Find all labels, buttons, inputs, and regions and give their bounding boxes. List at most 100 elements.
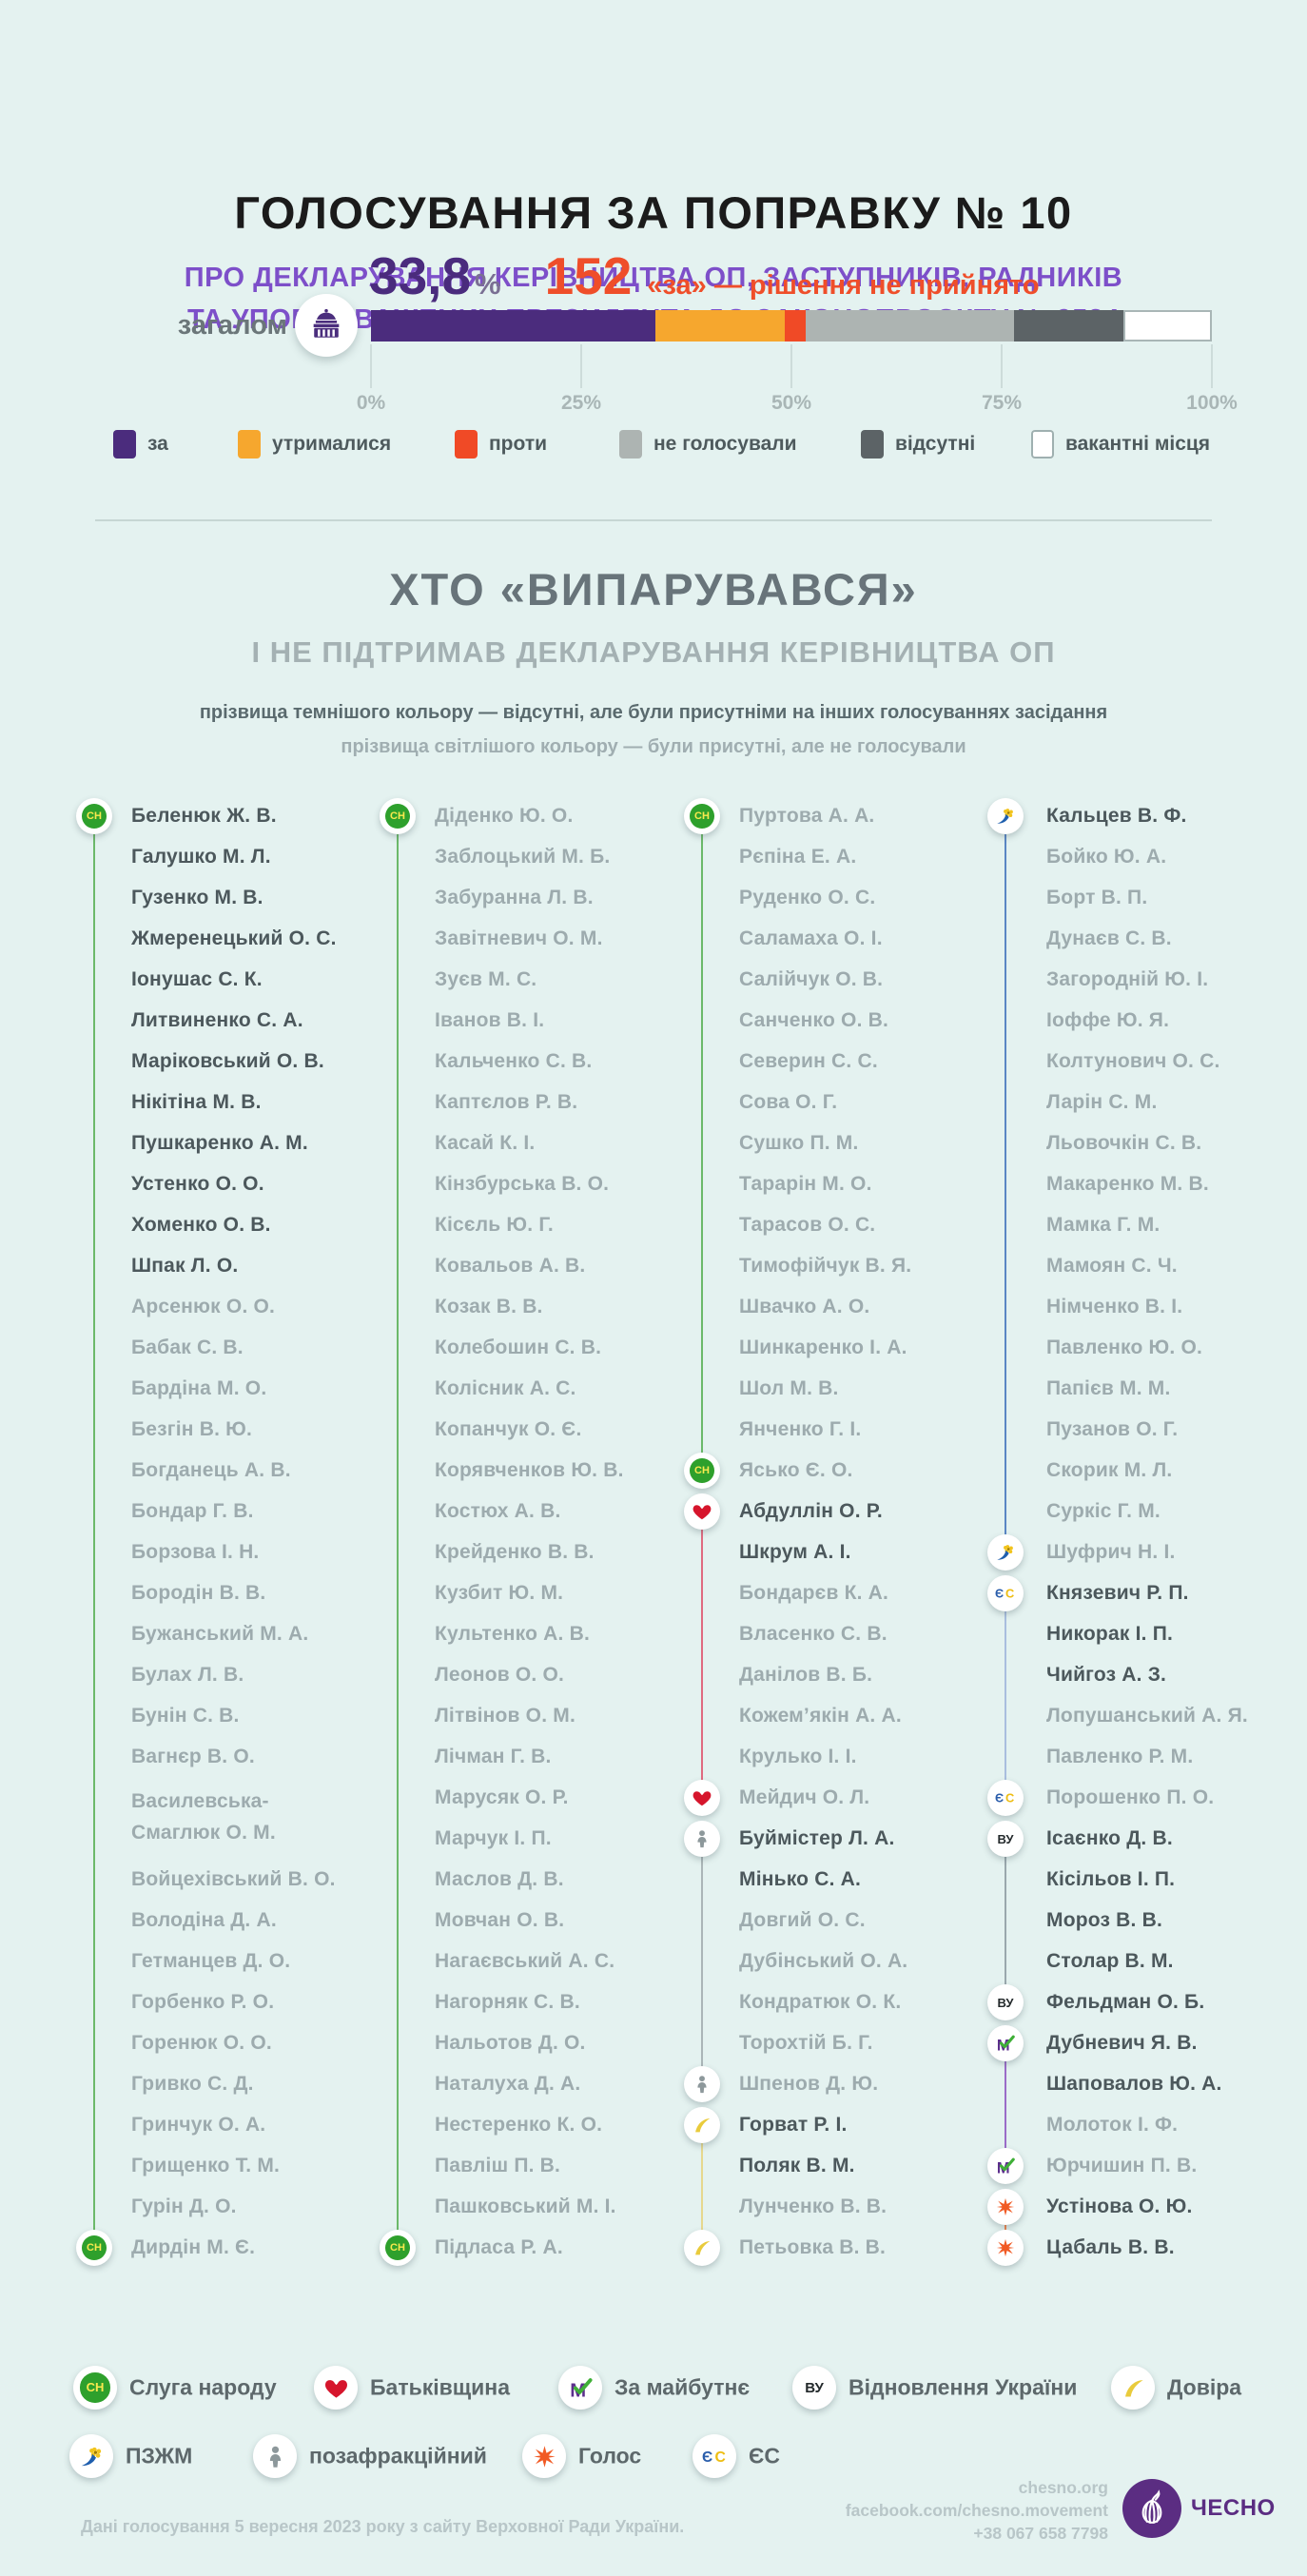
page-title: ГОЛОСУВАННЯ ЗА ПОПРАВКУ № 10: [234, 187, 1073, 238]
deputy-name: Касай К. І.: [435, 1132, 536, 1154]
axis-tick-line: [580, 344, 582, 388]
deputy-name: Северин С. С.: [739, 1050, 878, 1072]
deputy-name: Чийгоз А. З.: [1046, 1664, 1167, 1686]
deputy-name: Дубневич Я. В.: [1046, 2032, 1198, 2054]
stat-percent-sign: %: [475, 267, 501, 301]
legend-label: вакантні місця: [1065, 433, 1211, 455]
legend-color-chip: [238, 430, 261, 459]
party-group-icon-pzhzm: [987, 798, 1024, 834]
party-group-line-nonfaction: [701, 1839, 703, 2084]
deputy-name: Василевська- Смаглюк О. М.: [131, 1790, 276, 1844]
axis-tick-label: 100%: [1186, 392, 1238, 414]
axis-tick-label: 75%: [981, 392, 1023, 414]
deputy-name: Підласа Р. А.: [435, 2236, 563, 2258]
pzhzm-dove-icon: [997, 1545, 1013, 1560]
deputy-name: Павліш П. В.: [435, 2155, 561, 2176]
batkivshchyna-heart-icon: [324, 2379, 347, 2398]
party-legend-label-es: ЄС: [749, 2443, 780, 2469]
vu-party-icon: ВУ: [805, 2379, 824, 2396]
deputy-name: Рєпіна Е. А.: [739, 846, 857, 868]
deputy-name: Костюх А. В.: [435, 1500, 561, 1522]
svg-text:Є: Є: [995, 1791, 1004, 1805]
deputy-name: Бунін С. В.: [131, 1705, 240, 1727]
party-legend-label-nonfaction: позафракційний: [309, 2443, 487, 2469]
deputy-name: Жмеренецький О. С.: [131, 927, 337, 949]
sn-party-icon: СН: [385, 804, 410, 829]
deputy-name: Борт В. П.: [1046, 887, 1148, 908]
party-legend-icon-holos: [522, 2434, 566, 2478]
deputy-name: Мінько С. А.: [739, 1868, 862, 1890]
deputy-name: Никорак І. П.: [1046, 1623, 1174, 1645]
vote-stats: 33,8 % 152 «за» — рішення не прийнято: [369, 245, 1040, 306]
nonfaction-person-icon: [269, 2446, 281, 2468]
deputy-name: Безгін В. Ю.: [131, 1418, 253, 1440]
deputy-name: Пушкаренко А. М.: [131, 1132, 308, 1154]
party-legend-icon-zamaybutne: М: [558, 2366, 602, 2410]
deputy-name: Мейдич О. Л.: [739, 1786, 870, 1808]
deputy-name: Каптєлов Р. В.: [435, 1091, 578, 1113]
deputy-name: Шпенов Д. Ю.: [739, 2073, 879, 2095]
deputy-name: Крулько І. І.: [739, 1746, 857, 1767]
holos-sun-icon: [533, 2445, 556, 2468]
deputy-name: Павленко Ю. О.: [1046, 1337, 1203, 1358]
stat-result-note: «за» — рішення не прийнято: [647, 270, 1040, 301]
chesno-brand: ЧЕСНО: [1191, 2495, 1276, 2521]
deputy-name: Юрчишин П. В.: [1046, 2155, 1198, 2176]
party-group-line-vu: [1005, 1839, 1006, 2002]
sn-party-icon: СН: [385, 2235, 410, 2260]
party-legend-icon-pzhzm: [69, 2434, 113, 2478]
deputy-name: Гринчук О. А.: [131, 2114, 266, 2136]
deputy-name: Салійчук О. В.: [739, 968, 884, 990]
party-group-icon-pzhzm: [987, 1534, 1024, 1571]
party-legend-icon-dovira: [1111, 2366, 1155, 2410]
party-group-icon-vu: ВУ: [987, 1821, 1024, 1857]
bar-segment-вакантні-місця: [1123, 310, 1212, 342]
deputy-name: Столар В. М.: [1046, 1950, 1174, 1972]
deputy-name: Бородін В. В.: [131, 1582, 266, 1604]
deputy-name: Абдуллін О. Р.: [739, 1500, 883, 1522]
party-legend-label-vu: Відновлення України: [849, 2374, 1078, 2400]
bar-row-label: загалом: [177, 310, 287, 341]
axis-tick-label: 0%: [356, 392, 386, 414]
deputy-name: Грищенко Т. М.: [131, 2155, 281, 2176]
deputy-name: Колісник А. С.: [435, 1377, 576, 1399]
deputy-name: Маслов Д. В.: [435, 1868, 564, 1890]
legend-label: утрималися: [272, 433, 392, 455]
deputy-name: Арсенюк О. О.: [131, 1296, 276, 1317]
deputy-name: Санченко О. В.: [739, 1009, 889, 1031]
deputy-name: Вагнєр В. О.: [131, 1746, 255, 1767]
deputy-name: Гузенко М. В.: [131, 887, 263, 908]
deputy-name: Нестеренко К. О.: [435, 2114, 603, 2136]
deputy-name: Князевич Р. П.: [1046, 1582, 1189, 1604]
deputy-name: Булах Л. В.: [131, 1664, 244, 1686]
deputy-name: Мамоян С. Ч.: [1046, 1255, 1178, 1277]
deputy-name: Суркіс Г. М.: [1046, 1500, 1161, 1522]
deputy-name: Маріковський О. В.: [131, 1050, 324, 1072]
party-group-icon-zamaybutne: М: [987, 2025, 1024, 2061]
deputy-name: Бондар Г. В.: [131, 1500, 254, 1522]
legend-color-chip: [1031, 430, 1054, 459]
deputy-name: Гривко С. Д.: [131, 2073, 254, 2095]
party-group-icon-sn: СН: [76, 798, 112, 834]
axis-tick-line: [1001, 344, 1003, 388]
deputy-name: Сова О. Г.: [739, 1091, 838, 1113]
bar-segment-не-голосували: [806, 310, 1015, 342]
deputy-name: Данілов В. Б.: [739, 1664, 873, 1686]
zamaybutne-icon: М: [997, 2035, 1015, 2054]
pzhzm-dove-icon: [81, 2447, 101, 2466]
party-group-icon-holos: [987, 2230, 1024, 2266]
deputy-name: Німченко В. І.: [1046, 1296, 1183, 1317]
party-group-icon-zamaybutne: М: [987, 2148, 1024, 2184]
deputy-name: Забуранна Л. В.: [435, 887, 594, 908]
deputy-name: Кальцев В. Ф.: [1046, 805, 1187, 827]
deputy-name: Пашковський М. І.: [435, 2195, 616, 2217]
deputy-name: Кожем’якін А. А.: [739, 1705, 902, 1727]
legend-color-chip: [113, 430, 136, 459]
facebook-link: facebook.com/chesno.movement: [845, 2501, 1108, 2520]
vu-party-icon: ВУ: [997, 1831, 1014, 1846]
nonfaction-person-icon: [697, 2076, 707, 2094]
